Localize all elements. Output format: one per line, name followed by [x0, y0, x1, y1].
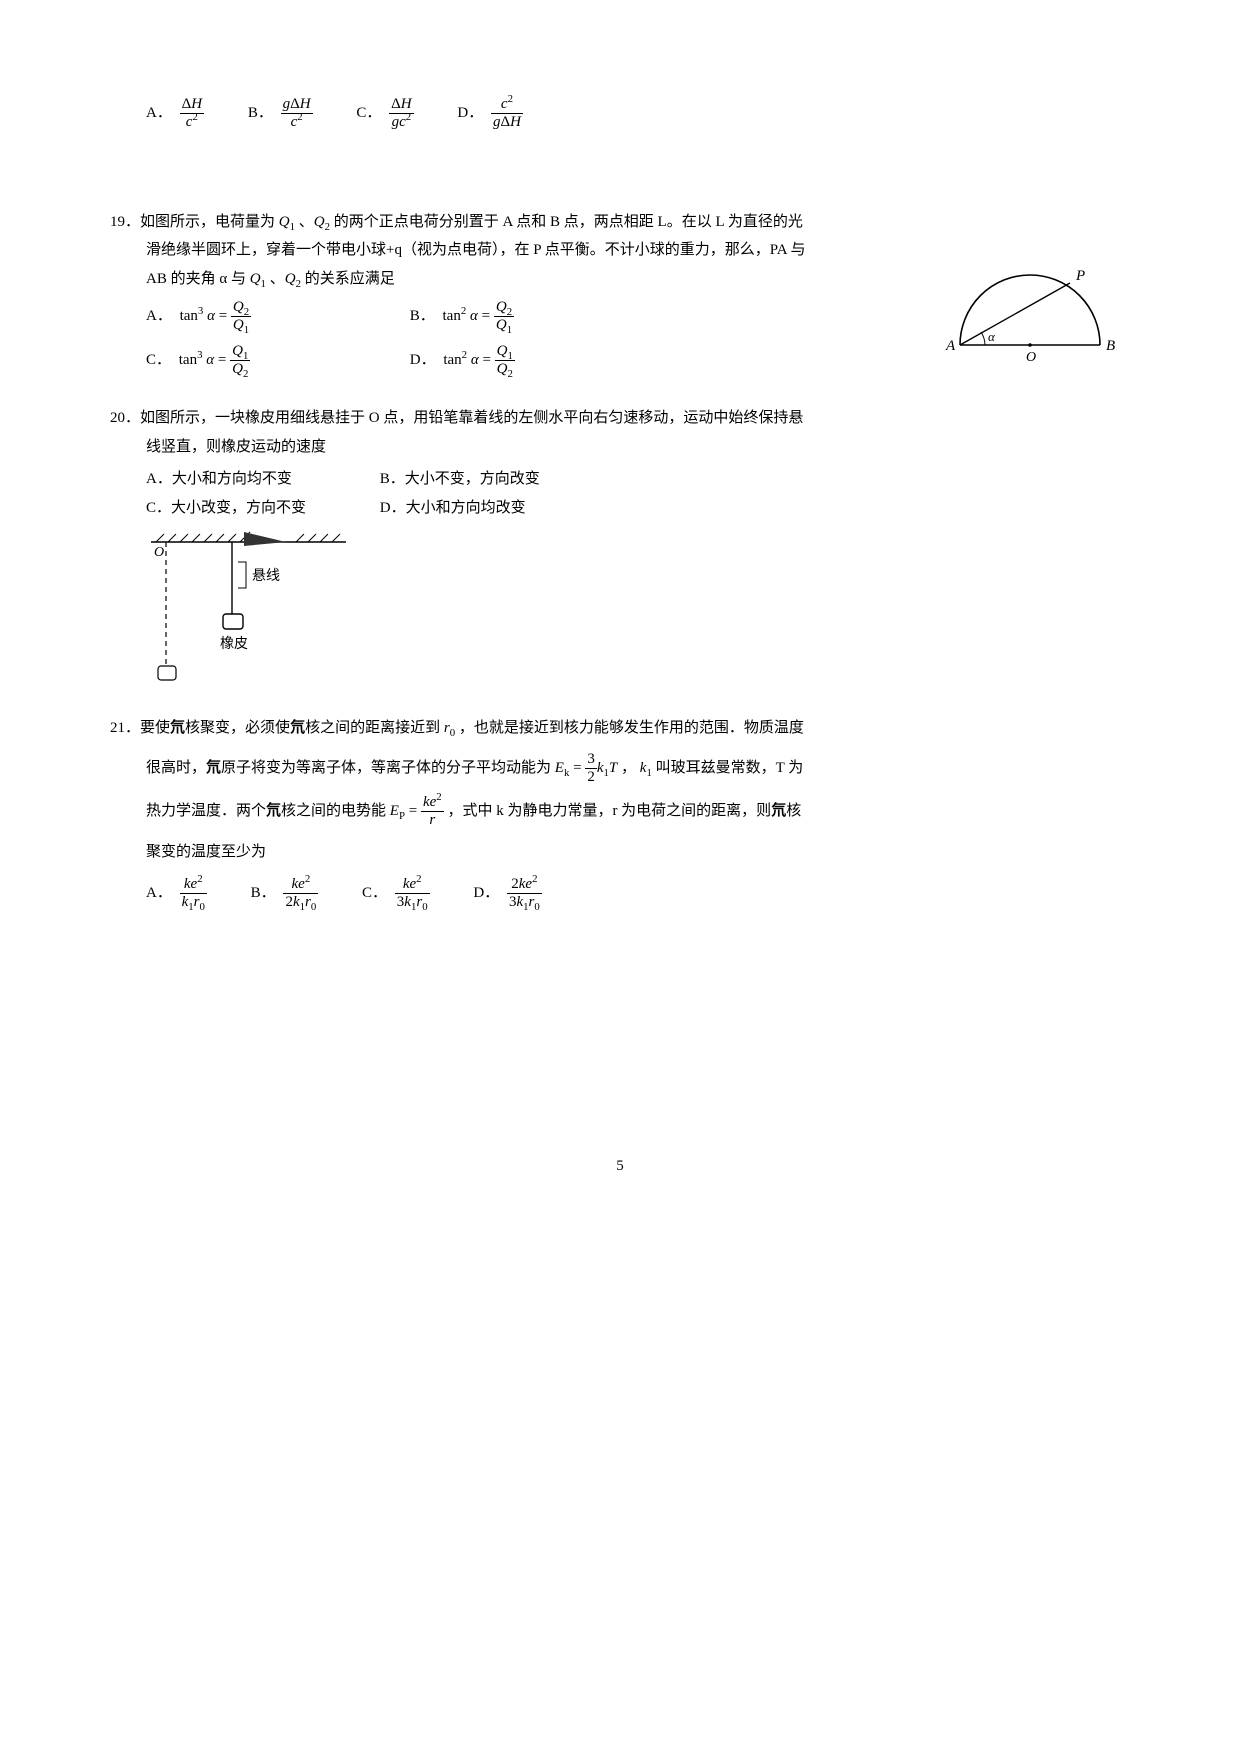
question-19: 19．如图所示，电荷量为 Q1 、Q2 的两个正点电荷分别置于 A 点和 B 点…	[110, 208, 1130, 379]
q18-options-row: A． ΔH c2 B． gΔH c2 C． ΔH gc2 D． c2 gΔH	[110, 96, 1130, 132]
svg-text:悬线: 悬线	[252, 568, 280, 584]
svg-text:O: O	[154, 545, 164, 560]
q19-line1: 19．如图所示，电荷量为 Q1 、Q2 的两个正点电荷分别置于 A 点和 B 点…	[110, 208, 1130, 237]
q20-opt-c: C．大小改变，方向不变	[146, 494, 376, 523]
question-21: 21．要使氘核聚变，必须使氘核之间的距离接近到 r0 ，也就是接近到核力能够发生…	[110, 714, 1130, 912]
q20-line2: 线竖直，则橡皮运动的速度	[110, 433, 1130, 462]
q19-opt-d: D． tan2 α = Q1 Q2	[410, 343, 650, 379]
svg-text:O: O	[1026, 350, 1036, 365]
q19-line2: 滑绝缘半圆环上，穿着一个带电小球+q（视为点电荷），在 P 点平衡。不计小球的重…	[110, 236, 1130, 265]
q18-opt-c: C． ΔH gc2	[356, 96, 413, 132]
q18-opt-b: B． gΔH c2	[248, 96, 313, 132]
page-number: 5	[110, 1152, 1130, 1181]
q19-opt-b: B． tan2 α = Q2 Q1	[410, 299, 650, 335]
q21-line3: 热力学温度．两个氘核之间的电势能 EP = ke2r ，式中 k 为静电力常量，…	[110, 794, 1130, 830]
q20-opts-row1: A．大小和方向均不变 B．大小不变，方向改变	[110, 465, 1130, 494]
q19-number: 19．	[110, 214, 140, 230]
q20-opts-row2: C．大小改变，方向不变 D．大小和方向均改变	[110, 494, 1130, 523]
q19-opt-a: A． tan3 α = Q2 Q1	[146, 299, 386, 335]
q19-figure: A B P O α	[940, 265, 1130, 375]
q19-opts-row1: A． tan3 α = Q2 Q1 B． tan2 α = Q2 Q1	[110, 299, 916, 335]
q20-opt-b: B．大小不变，方向改变	[380, 465, 610, 494]
q18-opt-c-frac: ΔH gc2	[389, 96, 414, 132]
q18-opt-d-label: D．	[457, 105, 483, 121]
svg-text:橡皮: 橡皮	[220, 636, 248, 652]
q20-number: 20．	[110, 410, 140, 426]
q18-opt-d-frac: c2 gΔH	[491, 96, 523, 132]
q21-number: 21．	[110, 720, 140, 736]
svg-text:A: A	[945, 338, 956, 354]
q20-figure: O 悬线 橡皮	[110, 528, 1130, 688]
q20-opt-a: A．大小和方向均不变	[146, 465, 376, 494]
q21-opt-d: D． 2ke23k1r0	[473, 876, 541, 912]
q21-opt-a: A． ke2k1r0	[146, 876, 207, 912]
svg-text:B: B	[1106, 338, 1115, 354]
q21-opt-b: B． ke22k1r0	[251, 876, 319, 912]
q18-opt-b-frac: gΔH c2	[281, 96, 313, 132]
q18-opt-b-label: B．	[248, 105, 273, 121]
q21-line2: 很高时，氘原子将变为等离子体，等离子体的分子平均动能为 Ek = 32k1T ，…	[110, 751, 1130, 787]
question-20: 20．如图所示，一块橡皮用细线悬挂于 O 点，用铅笔靠着线的左侧水平向右匀速移动…	[110, 404, 1130, 688]
q21-line4: 聚变的温度至少为	[110, 838, 1130, 867]
q21-opt-c: C． ke23k1r0	[362, 876, 430, 912]
q18-opt-d: D． c2 gΔH	[457, 96, 523, 132]
question-18-options: A． ΔH c2 B． gΔH c2 C． ΔH gc2 D． c2 gΔH	[110, 96, 1130, 132]
q19-opt-c: C． tan3 α = Q1 Q2	[146, 343, 386, 379]
q20-opt-d: D．大小和方向均改变	[380, 494, 610, 523]
q18-opt-a: A． ΔH c2	[146, 96, 204, 132]
q19-line3: AB 的夹角 α 与 Q1 、Q2 的关系应满足	[110, 265, 916, 294]
q18-opt-c-label: C．	[356, 105, 381, 121]
svg-text:α: α	[988, 329, 996, 344]
q21-options-row: A． ke2k1r0 B． ke22k1r0 C． ke23k1r0 D． 2k…	[110, 876, 1130, 912]
q20-line1: 20．如图所示，一块橡皮用细线悬挂于 O 点，用铅笔靠着线的左侧水平向右匀速移动…	[110, 404, 1130, 433]
q19-opts-row2: C． tan3 α = Q1 Q2 D． tan2 α = Q1 Q2	[110, 343, 916, 379]
q18-opt-a-label: A．	[146, 105, 172, 121]
q18-opt-a-frac: ΔH c2	[180, 96, 205, 132]
q21-line1: 21．要使氘核聚变，必须使氘核之间的距离接近到 r0 ，也就是接近到核力能够发生…	[110, 714, 1130, 743]
svg-text:P: P	[1075, 268, 1085, 284]
